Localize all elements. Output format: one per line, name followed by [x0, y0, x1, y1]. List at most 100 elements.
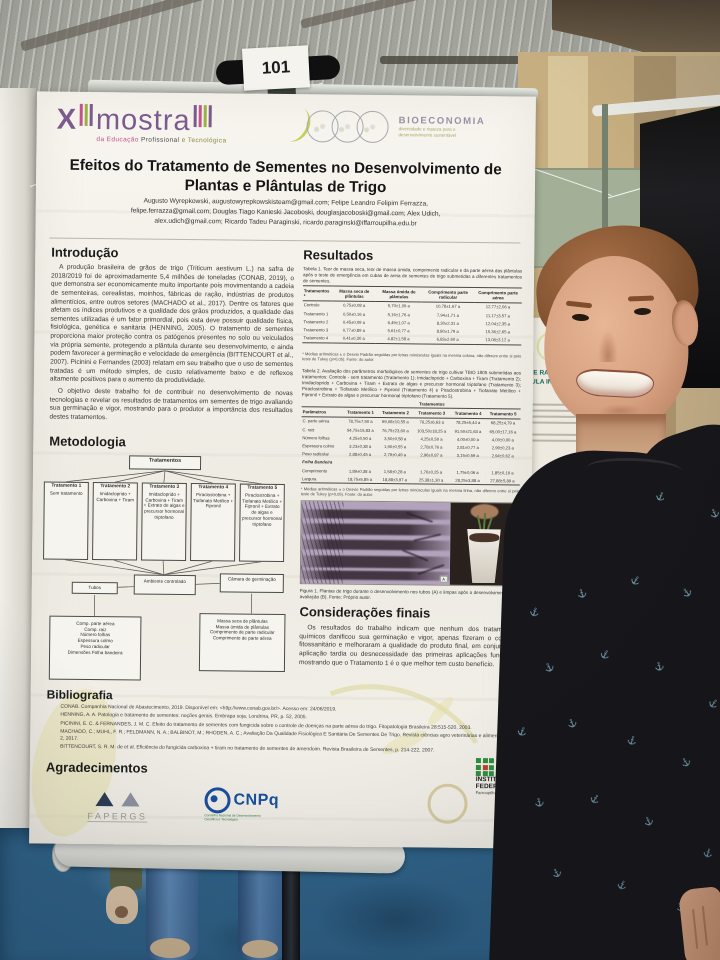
- table-body: Controle 0,75±0,08 a 5,70±1,09 a 10,78±1,67…: [302, 300, 522, 345]
- event-logo: X mostra: [56, 104, 214, 139]
- room-number: 101: [261, 57, 291, 78]
- subtitle-part: da Educação: [96, 136, 139, 144]
- section-heading-metodologia: Metodologia: [49, 433, 126, 450]
- anchor-icon: ⚓: [626, 734, 639, 747]
- person-hand: [678, 886, 720, 960]
- cnpq-row: CNPq: [204, 787, 279, 814]
- tabela1: Tratamentos * Massa seca de plântulas Ma…: [302, 285, 522, 345]
- table-cell: 69,08±10,55 a: [381, 419, 409, 425]
- section-heading-agradecimentos: Agradecimentos: [45, 759, 148, 776]
- table-body: C. parte aérea 78,75±7,50 a 69,08±10,55 a 7…: [300, 416, 521, 486]
- tabela2-footnote: * Médias aritméticas ± o Desvio Padrão s…: [300, 486, 520, 498]
- column-header: Tratamentos *: [302, 285, 333, 301]
- soil: [468, 532, 499, 543]
- bioeconomia-tagline: desenvolvimento sustentável: [398, 132, 457, 139]
- shoe: [150, 938, 190, 958]
- table-cell: 13,08±3,12 a: [473, 335, 522, 345]
- introducao-text: A produção brasileira de grãos de trigo …: [49, 264, 295, 425]
- flow-body: Piraclostrobina + Tiofanato Metílico + F…: [242, 492, 283, 527]
- person-nose: [598, 330, 618, 362]
- tabela1-footnote: * Médias aritméticas ± o Desvio Padrão s…: [302, 351, 522, 363]
- cnpq-icon: [204, 787, 231, 814]
- table-cell: 18,75±5,85 a: [342, 474, 378, 484]
- flow-title: Tratamento 2: [100, 484, 131, 490]
- column-header: Comprimento parte aérea: [474, 287, 522, 303]
- cnpq-subtitle: Científico e Tecnológico: [204, 817, 238, 822]
- anchor-icon: ⚓: [706, 696, 720, 711]
- wheat-plant: [301, 509, 451, 520]
- figura1-panel-a: A: [300, 501, 451, 585]
- shirt-collar: [586, 456, 683, 483]
- anchor-icon: ⚓: [615, 879, 629, 892]
- logo-bars: [193, 105, 212, 128]
- anchor-icon: ⚓: [642, 815, 656, 828]
- flow-title: Tratamento 4: [198, 485, 229, 491]
- empty-cell: [302, 398, 344, 407]
- anchor-icon: ⚓: [533, 796, 546, 808]
- anchor-icon: ⚓: [708, 507, 720, 520]
- panel-label-a: A: [439, 575, 448, 583]
- tabela2: Tratamentos Parâmetros Tratamento 1 Trat…: [300, 398, 521, 486]
- person-eyebrow: [627, 295, 655, 302]
- subtitle-part: Profissional: [140, 136, 180, 144]
- logo-bars: [79, 103, 94, 126]
- fapergs-logo: FAPERGS: [87, 792, 148, 823]
- flow-treatment-1: Tratamento 1 Sem tratamento: [43, 481, 89, 560]
- flat-shoe: [106, 886, 138, 924]
- section-heading-introducao: Introdução: [51, 244, 119, 261]
- table-cell: Tratamento 3: [303, 327, 329, 333]
- shoe: [242, 940, 278, 958]
- table-cell: 78,75±7,50 a: [348, 418, 373, 425]
- flow-treatment-3: Tratamento 3 Imidacloprido + Carboxina + …: [141, 482, 187, 561]
- anchor-icon: ⚓: [575, 587, 589, 600]
- fapergs-icon: [87, 792, 147, 812]
- bioeconomia-circle-icon: [356, 110, 389, 144]
- column-header: Massa seca de plântulas: [332, 286, 377, 302]
- figura1-caption: Figura 1. Plantas de trigo durante o des…: [299, 588, 519, 600]
- column-header: Tratamento 5: [485, 408, 521, 419]
- tabela1-caption: Tabela 1. Teor de massa seca, teor de ma…: [302, 266, 523, 284]
- anchor-icon: ⚓: [679, 756, 693, 770]
- flow-title: Tratamento 1: [51, 483, 82, 489]
- wheat-plant: [301, 523, 451, 536]
- table-cell: 27,88±5,89 a: [484, 476, 520, 486]
- anchor-icon: ⚓: [542, 661, 556, 675]
- anchor-icon: ⚓: [680, 585, 694, 600]
- flow-title: Tratamento 5: [247, 485, 278, 491]
- flow-root: Tratamentos: [128, 455, 202, 471]
- anchor-icon: ⚓: [629, 574, 643, 588]
- emblem-watermark: [427, 783, 468, 824]
- figura1: A B: [299, 500, 520, 587]
- section-heading-consideracoes: Considerações finais: [299, 604, 431, 621]
- poster-title: Efeitos do Tratamento de Sementes no Des…: [69, 156, 502, 197]
- subtitle-part: e Tecnológica: [181, 136, 227, 145]
- event-logo-x: X: [56, 103, 78, 136]
- column-header: Comprimento parte radicular: [421, 286, 475, 303]
- table-cell: 4,82±1,58 a: [375, 334, 422, 344]
- anchor-icon: ⚓: [516, 725, 529, 738]
- anchor-icon: ⚓: [598, 648, 612, 661]
- tabela2-caption: Tabela 2. Avaliação dos parâmetros morfo…: [301, 368, 522, 399]
- flow-body: Piraclostrobina + Tiofanato Metílico + F…: [193, 492, 234, 509]
- header-divider: [49, 237, 521, 244]
- paragraph: O objetivo deste trabalho foi de contrib…: [49, 387, 293, 422]
- reference-list: CONAB. Companhia Nacional de Abastecimen…: [60, 704, 515, 757]
- wheat-plant: [300, 555, 450, 569]
- table-cell: 0,41±0,30 a: [331, 334, 376, 344]
- flow-body: Sem tratamento: [49, 490, 83, 496]
- table-cell: 68,25±4,79 a: [490, 420, 516, 426]
- table-cell: 18,88±3,97 a: [377, 475, 413, 485]
- flow-tubes-measures: Comp. parte aérea Comp. raiz Número folh…: [48, 615, 142, 681]
- column-header: Parâmetros: [301, 407, 344, 417]
- flow-title: Tratamento 3: [149, 484, 180, 490]
- anchor-icon: ⚓: [654, 490, 668, 503]
- methodology-flowchart: Tratamentos Tratamento 1 Sem tratamento T…: [41, 453, 289, 693]
- bioeconomia-name: BIOECONOMIA: [398, 115, 486, 128]
- table-row: Tratamento 4 0,41±0,30 a 4,82±1,58 a 6,83±2…: [302, 333, 522, 345]
- anchor-icon: ⚓: [565, 717, 579, 730]
- flow-treatment-4: Tratamento 4 Piraclostrobina + Tiofanato …: [190, 483, 236, 562]
- fapergs-triangle: [121, 792, 140, 807]
- flow-body: Imidacloprido + Carboxina + Tiram + Extr…: [143, 491, 185, 520]
- research-poster: X mostra da Educação Profissional e Tecn…: [18, 91, 536, 877]
